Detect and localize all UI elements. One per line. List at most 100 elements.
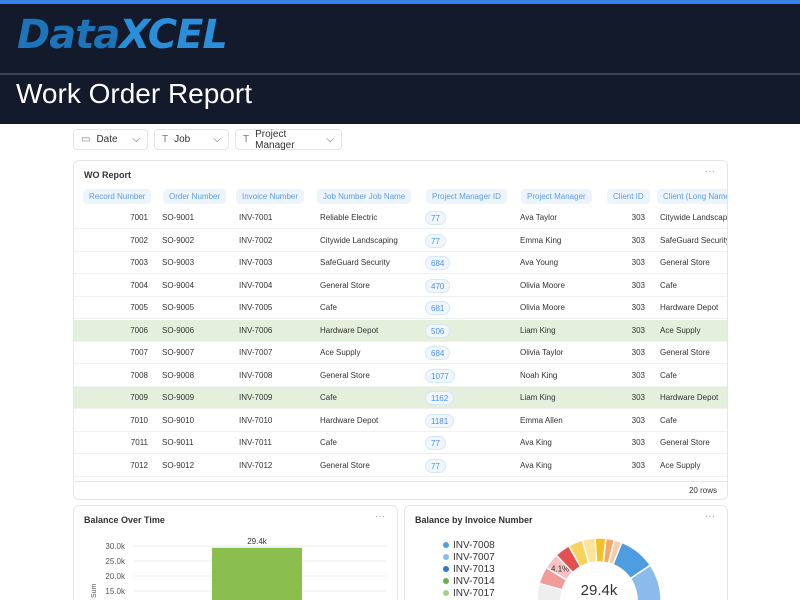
table-row[interactable]: 7008 SO-9008 INV-7008 General Store 1077 Noah… [74,365,727,387]
bar [212,547,302,600]
slice-label: 4.1% [551,564,569,573]
more-menu-icon[interactable]: ··· [705,511,715,522]
table-cell: 303 [631,370,645,380]
table-cell: SO-9001 [162,213,195,222]
table-cell: General Store [320,460,370,470]
table-cell: General Store [660,438,710,447]
chart-legend: INV-7008 INV-7007 INV-7013 INV-7014 INV-7017 [443,539,495,599]
pm-id-badge: 684 [425,346,451,360]
legend-label: INV-7014 [453,575,495,587]
legend-item[interactable]: INV-7007 [443,551,495,563]
table-row[interactable]: 7002 SO-9002 INV-7002 Citywide Landscaping 7… [74,230,728,252]
table-cell: SafeGuard Security [660,235,728,245]
datax-logo: DataXCEL [17,12,228,58]
table-cell: Hardware Depot [660,303,719,312]
column-header[interactable]: Project Manager [521,189,592,204]
legend-label: INV-7013 [453,563,495,575]
table-row[interactable]: 7011 SO-9011 INV-7011 Cafe 77 Ava King 303 Gene… [74,432,727,454]
table-cell: SO-9008 [162,370,195,380]
table-cell: SO-9012 [162,460,195,470]
table-row[interactable]: 7003 SO-9003 INV-7003 SafeGuard Security 684… [74,252,727,274]
filter-project-manager[interactable]: T Project Manager ⌵ [235,128,342,151]
table-cell: INV-7001 [239,213,273,222]
legend-item[interactable]: INV-7008 [443,539,495,551]
column-header[interactable]: Project Manager ID [426,189,507,204]
legend-label: INV-7008 [453,539,495,551]
table-cell: Citywide Landscaping [320,235,398,245]
table-cell: Reliable Electric [320,213,378,222]
pm-id-badge: 77 [425,211,446,225]
table-cell: INV-7005 [239,303,273,312]
table-cell: Hardware Depot [320,325,379,335]
chevron-down-icon: ⌵ [326,134,334,145]
pm-id-badge: 470 [425,278,451,293]
bar-data-label: 29.4k [247,537,268,546]
card-title: WO Report [84,170,131,180]
logo-text-b: XCEL [119,12,228,58]
table-cell: 7007 [130,348,148,357]
column-header[interactable]: Invoice Number [236,189,305,204]
text-icon: T [243,134,250,145]
table-cell: Cafe [660,370,677,380]
pm-id-badge: 77 [425,233,446,248]
table-row[interactable]: 7006 SO-9006 INV-7006 Hardware Depot 506 Liam… [74,319,727,342]
legend-dot-icon [443,542,449,548]
table-cell: 7002 [130,235,148,245]
table-cell: SO-9009 [162,393,195,402]
column-header[interactable]: Record Number [83,189,152,204]
column-header[interactable]: Client (Long Name) [657,189,727,204]
table-cell: SO-9003 [162,258,195,267]
pm-id-badge: 684 [425,256,451,270]
app-header: DataXCEL Work Order Report [0,4,800,124]
legend-item[interactable]: INV-7013 [443,563,495,575]
table-cell: 303 [631,393,645,402]
pm-id-badge: 77 [425,458,446,473]
legend-label: INV-7007 [453,551,495,563]
table-cell: Olivia Moore [520,303,565,312]
table-footer: 20 rows [74,481,727,499]
filter-label: Date [96,134,118,145]
more-menu-icon[interactable]: ··· [375,511,385,522]
card-title: Balance Over Time [84,515,165,525]
table-cell: Ace Supply [320,348,361,357]
donut-chart: 4.1% 29.4k [536,537,662,600]
legend-dot-icon [443,590,449,596]
table-cell: 303 [631,280,645,290]
column-header[interactable]: Job Number Job Name [317,189,412,204]
table-cell: Cafe [660,415,677,425]
chevron-down-icon: ⌵ [213,134,221,145]
table-cell: Ava King [520,438,552,447]
table-cell: INV-7002 [239,235,273,245]
pm-id-badge: 1162 [425,391,455,405]
filter-label: Project Manager [255,128,295,151]
table-cell: Hardware Depot [660,393,719,402]
table-cell: Ace Supply [660,460,701,470]
table-row[interactable]: 7005 SO-9005 INV-7005 Cafe 681 Olivia Moore 30… [74,297,727,319]
table-cell: Emma King [520,235,562,245]
table-row[interactable]: 7004 SO-9004 INV-7004 General Store 470 Olivi… [74,275,727,297]
legend-item[interactable]: INV-7017 [443,587,495,599]
table-cell: 303 [631,303,645,312]
filter-job[interactable]: T Job ⌵ [154,129,229,150]
more-menu-icon[interactable]: ··· [705,166,715,177]
table-cell: INV-7010 [239,415,273,425]
y-axis-label: Sum [91,583,98,598]
table-cell: Ava King [520,460,552,470]
table-row[interactable]: 7010 SO-9010 INV-7010 Hardware Depot 1181 Emm… [74,410,727,432]
table-row[interactable]: 7001 SO-9001 INV-7001 Reliable Electric 77 Av… [74,207,727,229]
column-header[interactable]: Order Number [163,189,227,204]
table-cell: 303 [631,213,645,222]
table-cell: Noah King [520,370,558,380]
table-cell: INV-7004 [239,280,273,290]
column-header[interactable]: Client ID [607,189,650,204]
filter-date[interactable]: ▭ Date ⌵ [73,129,148,150]
table-row[interactable]: 7007 SO-9007 INV-7007 Ace Supply 684 Olivia T… [74,342,727,364]
table-cell: 303 [631,235,645,245]
table-row[interactable]: 7012 SO-9012 INV-7012 General Store 77 Ava Ki… [74,455,727,477]
legend-dot-icon [443,566,449,572]
legend-item[interactable]: INV-7014 [443,575,495,587]
center-total: 29.4k [581,582,618,599]
pm-id-badge: 681 [425,301,451,315]
table-row[interactable]: 7009 SO-9009 INV-7009 Cafe 1162 Liam King 303 H… [74,387,727,409]
text-icon: T [162,134,169,145]
